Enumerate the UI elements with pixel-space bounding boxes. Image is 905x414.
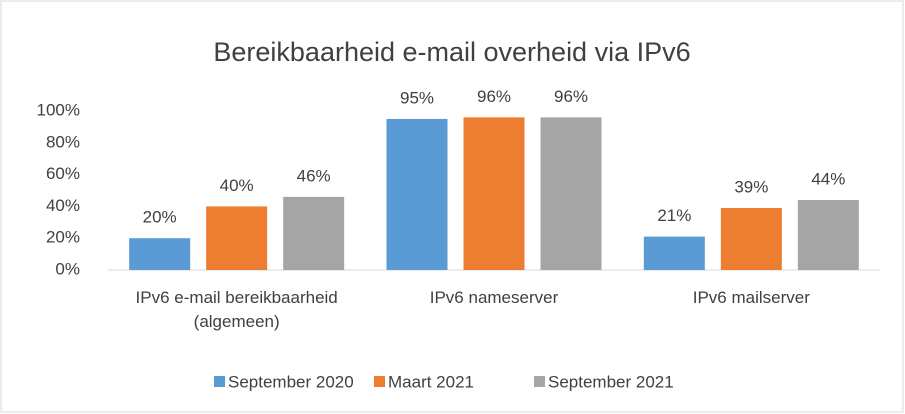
legend-swatch (534, 376, 545, 387)
legend-label: September 2021 (548, 372, 674, 391)
bar (283, 196, 345, 270)
data-label: 21% (657, 206, 691, 225)
bar (206, 206, 268, 270)
data-label: 44% (811, 170, 845, 189)
bar (797, 200, 859, 270)
bar (386, 118, 448, 270)
data-label: 96% (554, 87, 588, 106)
bar (463, 117, 525, 270)
legend-label: September 2020 (228, 372, 354, 391)
data-label: 96% (477, 87, 511, 106)
data-label: 39% (734, 177, 768, 196)
data-label: 95% (400, 88, 434, 107)
chart-title: Bereikbaarheid e-mail overheid via IPv6 (213, 37, 690, 67)
data-label: 46% (297, 166, 331, 185)
x-tick-label: IPv6 mailserver (692, 288, 810, 307)
y-tick-label: 0% (55, 259, 80, 278)
bar (643, 236, 705, 270)
bar (720, 207, 782, 270)
legend-label: Maart 2021 (388, 372, 474, 391)
y-tick-label: 20% (46, 228, 80, 247)
x-tick-label: IPv6 nameserver (429, 288, 559, 307)
y-tick-label: 60% (46, 164, 80, 183)
bar (129, 238, 191, 270)
x-tick-label: IPv6 e-mail bereikbaarheid (algemeen) (135, 288, 338, 331)
y-tick-label: 40% (46, 196, 80, 215)
data-label: 40% (220, 176, 254, 195)
y-tick-label: 100% (37, 100, 80, 119)
y-tick-label: 80% (46, 132, 80, 151)
legend-swatch (374, 376, 385, 387)
legend-swatch (214, 376, 225, 387)
bar (540, 117, 602, 270)
data-label: 20% (143, 208, 177, 227)
